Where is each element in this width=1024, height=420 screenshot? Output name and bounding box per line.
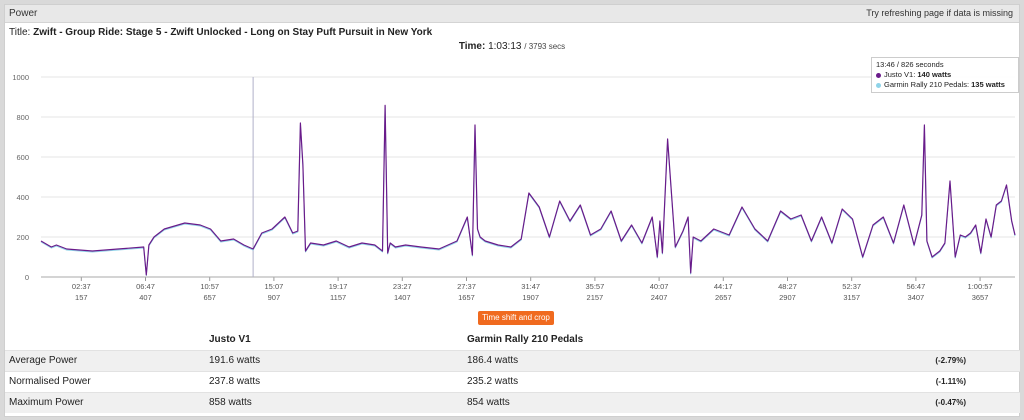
row-diff: (-2.79%) [787, 349, 1020, 371]
stats-col-garmin: Garmin Rally 210 Pedals [467, 333, 584, 345]
x-tick-label-secs: 157 [75, 293, 88, 302]
x-tick-label-time: 1:00:57 [968, 282, 993, 291]
stats-col-diff [788, 329, 1020, 350]
tooltip-time: 13:46 / 826 seconds [876, 60, 1014, 70]
power-chart[interactable]: 0 200 400 600 800 1000 02:37 157 06:47 407 10:57 65… [5, 45, 1020, 310]
x-tick-label-time: 35:57 [586, 282, 605, 291]
row-label: Average Power [5, 349, 205, 371]
tooltip-series-2: Garmin Rally 210 Pedals: 135 watts [876, 80, 1014, 90]
time-shift-crop-button[interactable]: Time shift and crop [478, 311, 554, 325]
stats-table: Justo V1 Garmin Rally 210 Pedals Average… [5, 329, 1020, 413]
stats-col-justo: Justo V1 [209, 333, 251, 345]
ride-time-secs: / 3793 secs [524, 42, 566, 51]
x-tick-label-time: 19:17 [329, 282, 348, 291]
row-label: Maximum Power [5, 391, 205, 413]
x-tick-label-secs: 2407 [651, 293, 668, 302]
row-garmin-value: 854 watts [463, 391, 788, 413]
panel-header: Power Try refreshing page if data is mis… [5, 5, 1019, 23]
x-tick-label-time: 10:57 [200, 282, 219, 291]
row-garmin-value: 235.2 watts [463, 370, 788, 392]
x-tick-label-time: 44:17 [714, 282, 733, 291]
x-tick-label-time: 56:47 [906, 282, 925, 291]
ride-time-label: Time: [458, 41, 486, 52]
x-tick-label-time: 40:07 [650, 282, 669, 291]
x-tick-label-secs: 2907 [779, 293, 796, 302]
row-diff: (-0.47%) [787, 391, 1020, 413]
series-line-justo-v1 [40, 104, 1016, 276]
series-line-garmin-rally [40, 105, 1016, 276]
y-tick-label: 600 [16, 153, 29, 162]
table-row: Average Power 191.6 watts 186.4 watts (-… [5, 349, 1020, 371]
ride-title: Title: Zwift - Group Ride: Stage 5 - Zwi… [9, 27, 432, 38]
refresh-hint: Try refreshing page if data is missing [866, 8, 1013, 18]
tooltip-series-2-name: Garmin Rally 210 Pedals [884, 80, 967, 89]
x-tick-label-secs: 1907 [522, 293, 539, 302]
x-tick-label-secs: 407 [139, 293, 152, 302]
x-tick-label-secs: 2657 [715, 293, 732, 302]
stats-col-label [5, 329, 205, 350]
x-tick-label-time: 02:37 [72, 282, 91, 291]
x-tick-label-time: 52:37 [842, 282, 861, 291]
series-dot-icon [876, 82, 881, 88]
x-tick-label-secs: 3657 [972, 293, 989, 302]
chart-tooltip: 13:46 / 826 seconds Justo V1: 140 watts … [871, 57, 1019, 93]
table-row: Maximum Power 858 watts 854 watts (-0.47… [5, 391, 1020, 413]
x-tick-label-secs: 3407 [908, 293, 925, 302]
x-tick-label-secs: 907 [268, 293, 281, 302]
stats-header-row: Justo V1 Garmin Rally 210 Pedals [5, 329, 1020, 350]
y-tick-label: 800 [16, 113, 29, 122]
x-tick-label-time: 48:27 [778, 282, 797, 291]
row-justo-value: 237.8 watts [205, 370, 463, 392]
y-tick-label: 400 [16, 193, 29, 202]
row-garmin-value: 186.4 watts [463, 349, 788, 371]
x-tick-label-time: 15:07 [265, 282, 284, 291]
panel-title: Power [9, 8, 38, 19]
row-diff: (-1.11%) [787, 370, 1020, 392]
tooltip-series-2-value: 135 watts [971, 80, 1005, 89]
x-tick-label-secs: 1657 [458, 293, 475, 302]
x-tick-label-time: 27:37 [457, 282, 476, 291]
ride-time: Time: 1:03:13 / 3793 secs [5, 41, 1019, 52]
tooltip-time-value: 13:46 [876, 60, 895, 69]
ride-time-value: 1:03:13 [488, 41, 522, 52]
y-tick-label: 200 [16, 233, 29, 242]
x-tick-label-time: 06:47 [136, 282, 155, 291]
x-tick-label-secs: 3157 [843, 293, 860, 302]
x-tick-label-secs: 657 [203, 293, 216, 302]
ride-title-value: Zwift - Group Ride: Stage 5 - Zwift Unlo… [33, 27, 433, 38]
x-tick-label-secs: 1157 [330, 293, 346, 302]
tooltip-series-1-value: 140 watts [917, 70, 952, 79]
x-tick-label-secs: 2157 [587, 293, 604, 302]
tooltip-seconds: / 826 seconds [896, 60, 944, 69]
y-tick-label: 0 [25, 273, 29, 282]
tooltip-series-1: Justo V1: 140 watts [876, 70, 1014, 80]
power-panel: Power Try refreshing page if data is mis… [4, 4, 1020, 417]
row-label: Normalised Power [5, 370, 205, 392]
ride-title-label: Title: [9, 27, 31, 38]
x-tick-label-time: 23:27 [393, 282, 412, 291]
x-tick-label-secs: 1407 [394, 293, 411, 302]
tooltip-series-1-name: Justo V1 [884, 70, 914, 79]
x-tick-label-time: 31:47 [521, 282, 540, 291]
series-dot-icon [876, 72, 881, 78]
row-justo-value: 858 watts [205, 391, 463, 413]
row-justo-value: 191.6 watts [205, 349, 463, 371]
y-tick-label: 1000 [12, 73, 29, 82]
table-row: Normalised Power 237.8 watts 235.2 watts… [5, 370, 1020, 392]
